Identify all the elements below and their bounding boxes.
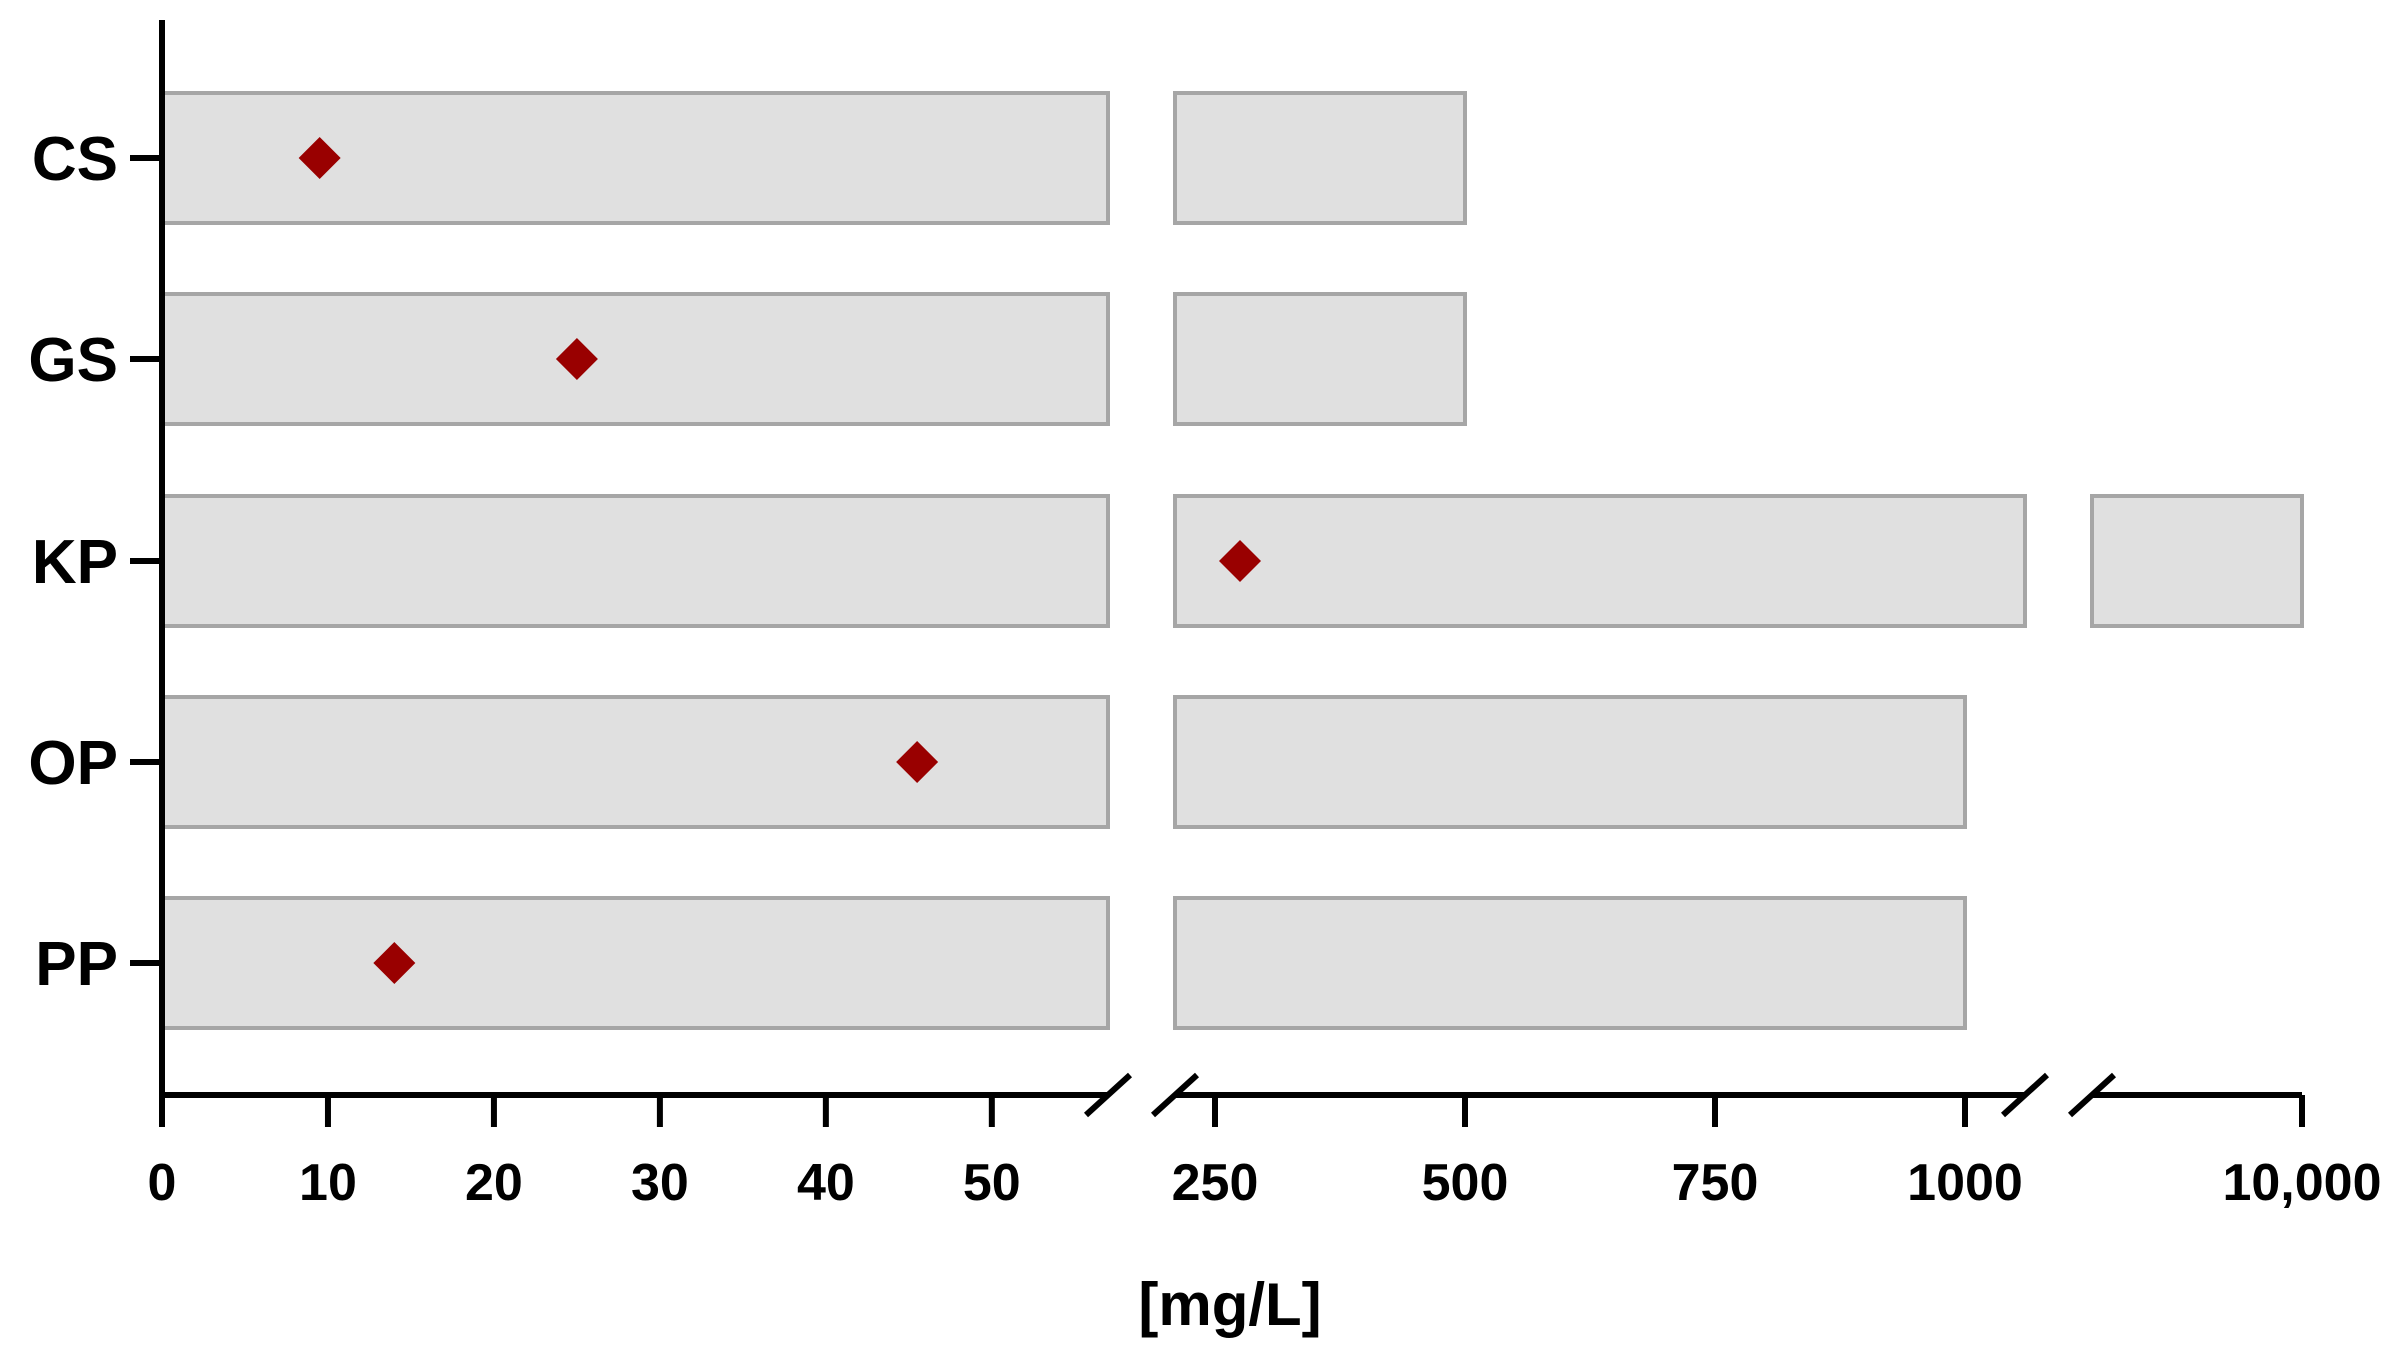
- point-kp: [1219, 540, 1261, 582]
- axes: [130, 20, 2305, 1127]
- axis-break-mark-1-1: [1083, 1072, 1133, 1118]
- range-bar-pp-seg2: [1173, 896, 1967, 1030]
- category-label-gs: GS: [28, 326, 118, 395]
- category-label-op: OP: [28, 729, 118, 798]
- category-label-pp: PP: [35, 930, 118, 999]
- x-tick-label-0: 0: [148, 1154, 177, 1212]
- range-bar-kp-seg3: [2090, 494, 2304, 628]
- x-tick-label-1000: 1000: [1907, 1154, 2023, 1212]
- labels: CS GS KP OP PP 0 10 20 30 40 50 250 500 750 1000 10,000: [28, 125, 2381, 1212]
- category-label-kp: KP: [32, 528, 118, 597]
- x-axis-title: [mg/L]: [1138, 1271, 1321, 1338]
- range-bar-cs-seg2: [1173, 91, 1467, 225]
- x-tick-label-20: 20: [465, 1154, 523, 1212]
- range-bar-kp-seg2: [1173, 494, 2027, 628]
- range-bar-op-seg2: [1173, 695, 1967, 829]
- category-label-cs: CS: [32, 125, 118, 194]
- x-tick-label-250: 250: [1172, 1154, 1259, 1212]
- x-tick-label-10: 10: [299, 1154, 357, 1212]
- axis-break-mark-1-2: [1150, 1072, 1200, 1118]
- range-bar-kp-seg1: [160, 494, 1110, 628]
- point-op: [896, 741, 939, 783]
- x-tick-label-10000: 10,000: [2222, 1154, 2381, 1212]
- range-bar-pp-seg1: [160, 896, 1110, 1030]
- x-tick-label-50: 50: [963, 1154, 1021, 1212]
- x-tick-label-500: 500: [1422, 1154, 1509, 1212]
- point-pp: [373, 942, 416, 984]
- range-bar-op-seg1: [160, 695, 1110, 829]
- x-tick-label-40: 40: [797, 1154, 855, 1212]
- point-gs: [555, 338, 598, 380]
- range-bar-gs-seg2: [1173, 292, 1467, 426]
- data-points: [298, 137, 1261, 984]
- axis-break-mark-2-1: [2000, 1072, 2050, 1118]
- axis-break-mark-2-2: [2067, 1072, 2117, 1118]
- x-tick-label-30: 30: [631, 1154, 689, 1212]
- point-cs: [298, 137, 341, 179]
- range-bars: [160, 91, 2304, 1030]
- range-bar-gs-seg1: [160, 292, 1110, 426]
- x-tick-label-750: 750: [1672, 1154, 1759, 1212]
